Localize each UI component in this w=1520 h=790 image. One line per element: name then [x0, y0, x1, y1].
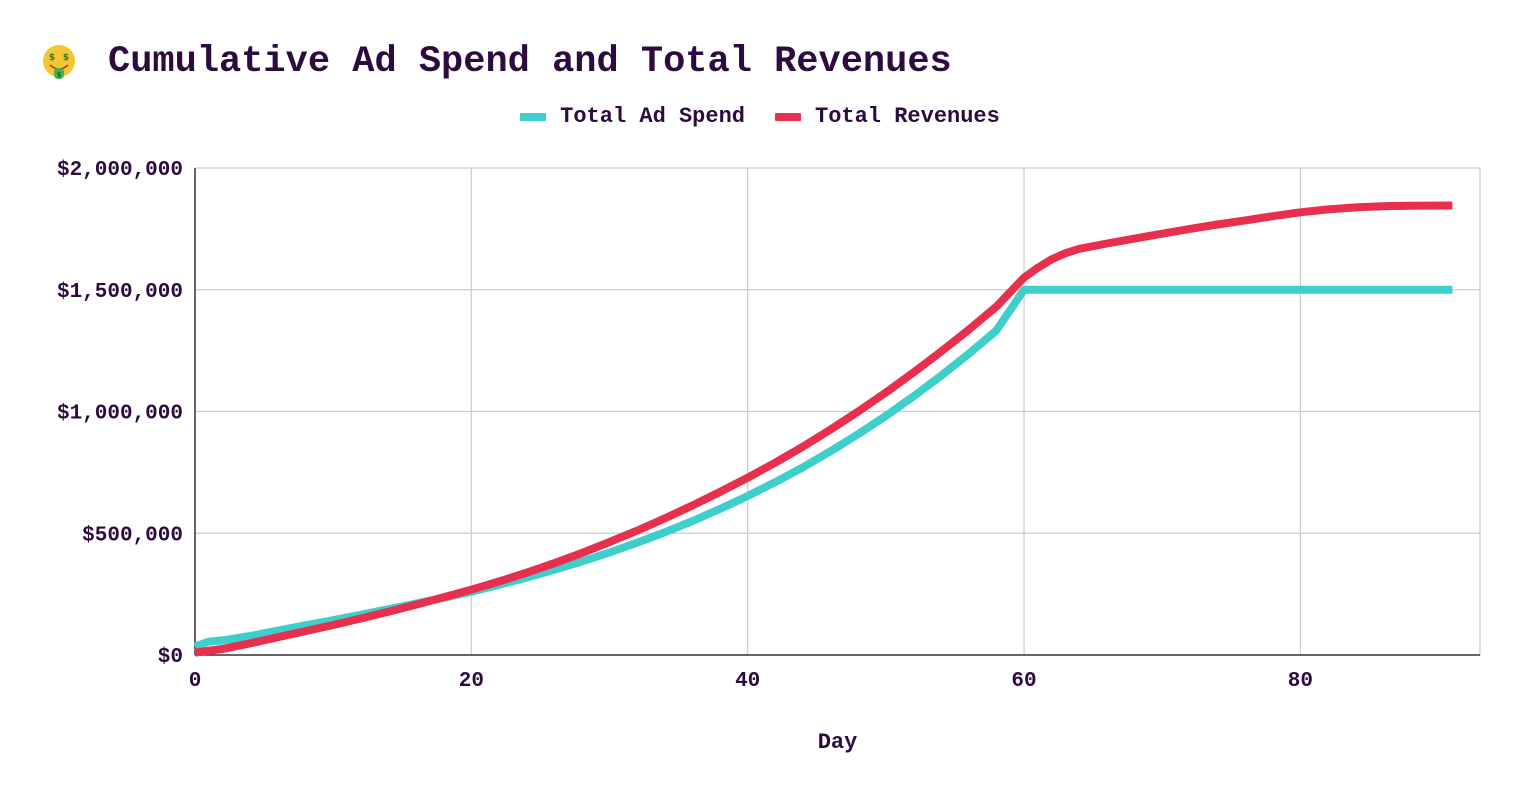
- x-tick-label: 60: [1011, 670, 1036, 693]
- legend-label-revenues: Total Revenues: [815, 104, 1000, 129]
- y-tick-label: $1,000,000: [57, 403, 183, 426]
- legend-item-revenues[interactable]: Total Revenues: [775, 104, 1000, 129]
- svg-text:$: $: [57, 71, 62, 79]
- legend-swatch-ad-spend: [520, 112, 547, 121]
- x-tick-label: 80: [1288, 670, 1313, 693]
- x-tick-label: 20: [459, 670, 484, 693]
- y-tick-label: $1,500,000: [57, 281, 183, 304]
- series-line-total-ad-spend[interactable]: [193, 285, 1453, 651]
- y-tick-label: $500,000: [82, 524, 183, 547]
- money-mouth-face-icon: $ $ $: [43, 45, 75, 79]
- chart-title: Cumulative Ad Spend and Total Revenues: [108, 41, 952, 83]
- legend-item-ad-spend[interactable]: Total Ad Spend: [520, 104, 745, 129]
- chart-legend: Total Ad Spend Total Revenues: [0, 104, 1520, 129]
- legend-swatch-revenues: [775, 112, 801, 121]
- series-line-total-revenues[interactable]: [194, 201, 1453, 657]
- svg-text:$: $: [49, 53, 55, 63]
- y-tick-label: $0: [158, 646, 183, 669]
- x-tick-label: 0: [189, 670, 202, 693]
- x-axis-title: Day: [818, 730, 858, 755]
- chart-header: $ $ $ Cumulative Ad Spend and Total Reve…: [40, 36, 952, 88]
- y-tick-label: $2,000,000: [57, 159, 183, 182]
- legend-label-ad-spend: Total Ad Spend: [560, 104, 745, 129]
- svg-text:$: $: [63, 53, 69, 63]
- x-tick-label: 40: [735, 670, 760, 693]
